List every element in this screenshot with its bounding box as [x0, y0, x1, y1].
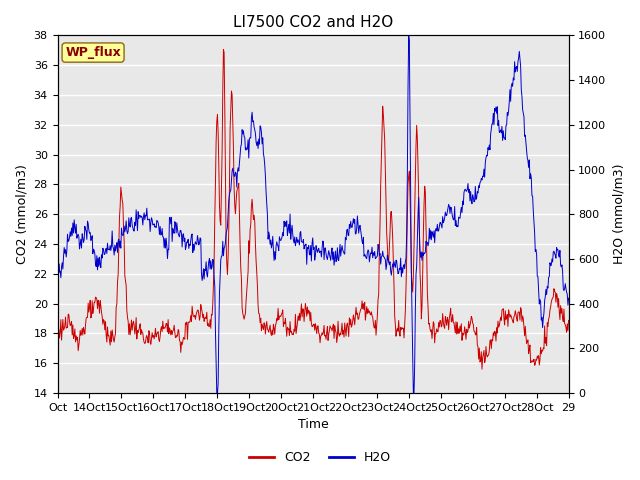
- CO2: [234, 186, 241, 192]
- H2O: [564, 295, 572, 301]
- H2O: [234, 169, 241, 175]
- CO2: [114, 279, 122, 285]
- CO2: [478, 366, 486, 372]
- Line: CO2: CO2: [58, 49, 568, 369]
- CO2: [220, 47, 227, 52]
- Legend: CO2, H2O: CO2, H2O: [244, 446, 396, 469]
- Y-axis label: CO2 (mmol/m3): CO2 (mmol/m3): [15, 164, 28, 264]
- H2O: [213, 390, 221, 396]
- H2O: [253, 143, 260, 148]
- H2O: [405, 33, 413, 38]
- CO2: [54, 336, 61, 342]
- CO2: [395, 318, 403, 324]
- Y-axis label: H2O (mmol/m3): H2O (mmol/m3): [612, 164, 625, 264]
- H2O: [366, 253, 374, 259]
- Text: WP_flux: WP_flux: [65, 46, 121, 59]
- H2O: [54, 291, 61, 297]
- CO2: [207, 312, 215, 317]
- CO2: [366, 311, 374, 317]
- H2O: [207, 266, 215, 272]
- Line: H2O: H2O: [58, 36, 568, 393]
- H2O: [114, 250, 122, 255]
- X-axis label: Time: Time: [298, 419, 328, 432]
- Title: LI7500 CO2 and H2O: LI7500 CO2 and H2O: [233, 15, 393, 30]
- H2O: [395, 270, 403, 276]
- CO2: [253, 270, 260, 276]
- CO2: [564, 317, 572, 323]
